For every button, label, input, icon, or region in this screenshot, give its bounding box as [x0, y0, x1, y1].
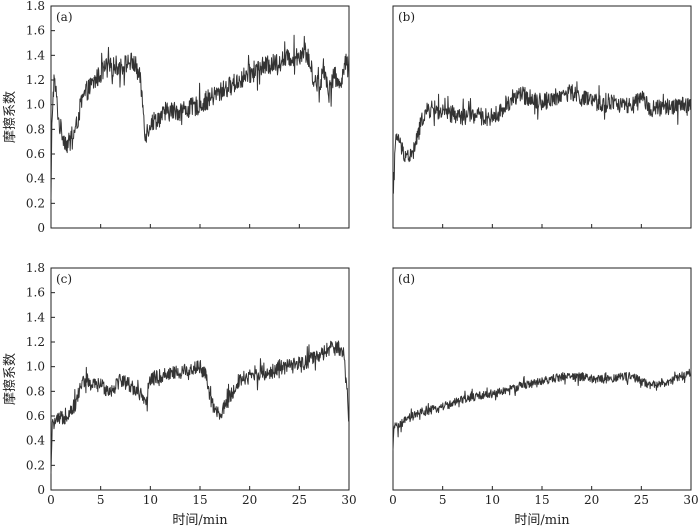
y-tick-label-a-3: 0.6 — [26, 147, 45, 161]
panel-tag-a: (a) — [56, 10, 73, 24]
x-tick-label-d-4: 20 — [584, 493, 599, 507]
series-line-d — [392, 368, 692, 451]
x-tick-label-d-2: 10 — [485, 493, 500, 507]
panel-d: (d) 0 5 10 15 20 25 30 时间/min — [389, 267, 699, 528]
y-tick-label-c-5: 1.0 — [26, 360, 45, 374]
y-tick-label-a-7: 1.4 — [26, 48, 45, 62]
y-tick-label-c-8: 1.6 — [26, 286, 45, 300]
y-tick-label-c-9: 1.8 — [26, 261, 45, 275]
panel-tag-d: (d) — [398, 272, 415, 286]
panel-c: (c) 0 5 10 15 20 25 30 0 0.2 0.4 0.6 0.8 1.0 1.2 1.4 1.… — [2, 261, 357, 528]
panel-tag-c: (c) — [56, 272, 72, 286]
y-tick-label-a-0: 0 — [37, 221, 45, 235]
series-line-c — [50, 340, 350, 474]
x-tick-label-c-0: 0 — [47, 493, 55, 507]
x-tick-label-d-5: 25 — [634, 493, 649, 507]
x-tick-label-d-6: 30 — [683, 493, 698, 507]
panel-a: (a) 0 0.2 0.4 0.6 0.8 1.0 1.2 1.4 1.6 1.8 摩擦系数 — [2, 0, 350, 235]
y-axis-title-a: 摩擦系数 — [2, 91, 18, 143]
x-tick-label-c-5: 25 — [292, 493, 307, 507]
y-tick-label-c-3: 0.6 — [26, 409, 45, 423]
y-tick-label-c-7: 1.4 — [26, 310, 45, 324]
x-tick-label-c-4: 20 — [242, 493, 257, 507]
y-tick-label-c-1: 0.2 — [26, 458, 45, 472]
y-tick-label-a-6: 1.2 — [26, 73, 45, 87]
y-tick-label-c-2: 0.4 — [26, 434, 45, 448]
y-tick-label-a-4: 0.8 — [26, 122, 45, 136]
x-tick-label-d-3: 15 — [534, 493, 549, 507]
y-tick-label-c-6: 1.2 — [26, 335, 45, 349]
plot-frame-c — [50, 267, 350, 491]
y-tick-label-c-4: 0.8 — [26, 384, 45, 398]
y-tick-label-a-1: 0.2 — [26, 196, 45, 210]
x-axis-title-c: 时间/min — [172, 513, 228, 528]
y-tick-label-a-2: 0.4 — [26, 172, 45, 186]
y-tick-label-a-9: 1.8 — [26, 0, 45, 13]
x-axis-title-d: 时间/min — [514, 513, 570, 528]
x-tick-label-c-1: 5 — [97, 493, 105, 507]
y-tick-label-a-5: 1.0 — [26, 98, 45, 112]
y-tick-label-c-0: 0 — [37, 483, 45, 497]
panel-tag-b: (b) — [398, 10, 415, 24]
y-axis-title-c: 摩擦系数 — [2, 353, 18, 405]
x-tick-label-c-2: 10 — [143, 493, 158, 507]
x-tick-label-c-3: 15 — [192, 493, 207, 507]
y-tick-label-a-8: 1.6 — [26, 24, 45, 38]
x-tick-label-c-6: 30 — [341, 493, 356, 507]
x-tick-label-d-1: 5 — [439, 493, 447, 507]
series-line-a — [50, 34, 350, 200]
x-tick-label-d-0: 0 — [389, 493, 397, 507]
series-line-b — [392, 81, 692, 195]
panel-b: (b) — [392, 5, 692, 229]
